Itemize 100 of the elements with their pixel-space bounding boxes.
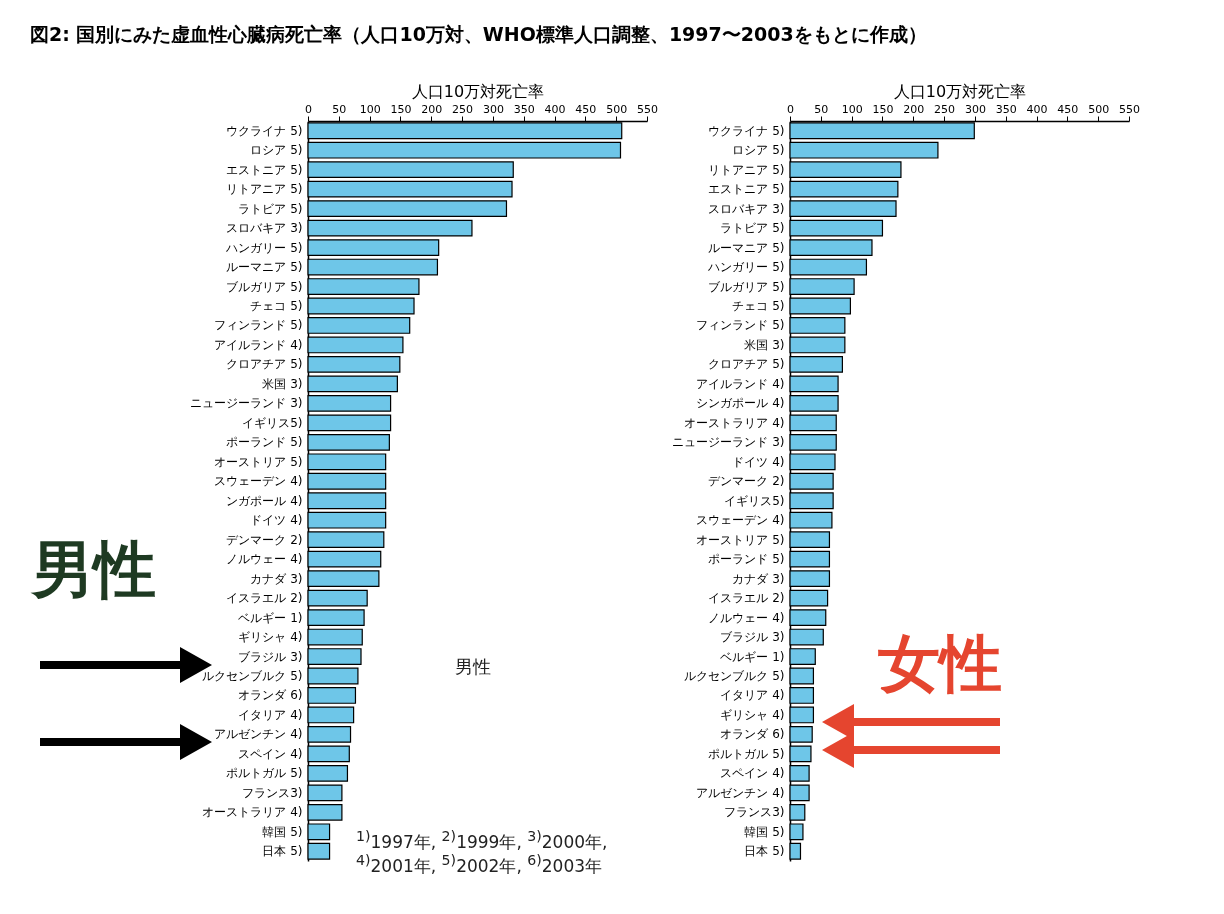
y-tick-label: ノルウェー 4) [226, 552, 303, 567]
y-tick-label: ハンガリー 5) [225, 240, 303, 255]
annotation: 男性 [455, 655, 491, 679]
y-tick-label: カナダ 3) [732, 571, 785, 586]
y-tick-label: ラトビア 5) [238, 201, 303, 216]
y-tick-label: オーストリア 5) [696, 532, 785, 547]
x-tick-label: 400 [544, 102, 566, 116]
y-tick-label: クロアチア 5) [226, 357, 303, 372]
y-tick-label: デンマーク 2) [708, 474, 785, 489]
x-tick-label: 350 [995, 102, 1017, 116]
y-tick-label: ロシア 5) [732, 143, 785, 158]
y-tick-label: ノルウェー 4) [708, 610, 785, 625]
y-tick-label: ハンガリー 5) [707, 260, 785, 275]
x-tick-label: 150 [872, 102, 894, 116]
y-tick-label: イギリス5) [724, 493, 785, 508]
y-tick-label: フィンランド 5) [214, 318, 303, 333]
x-tick-label: 0 [787, 102, 794, 116]
y-tick-label: イタリア 4) [238, 707, 303, 722]
x-tick-label: 550 [637, 102, 658, 116]
x-tick-label: 350 [513, 102, 535, 116]
y-tick-label: アイルランド 4) [696, 376, 785, 391]
x-tick-label: 100 [359, 102, 381, 116]
y-tick-label: フィンランド 5) [696, 318, 785, 333]
y-tick-label: アルゼンチン 4) [696, 785, 785, 800]
y-tick-label: ロシア 5) [250, 143, 303, 158]
y-tick-label: フランス3) [242, 785, 303, 800]
y-tick-label: エストニア 5) [708, 182, 785, 197]
y-tick-label: スペイン 4) [720, 766, 785, 781]
y-tick-label: ウクライナ 5) [708, 123, 785, 138]
y-tick-label: イスラエル 2) [708, 591, 785, 606]
y-tick-label: チェコ 5) [250, 299, 303, 313]
x-tick-label: 550 [1119, 102, 1140, 116]
y-tick-label: 韓国 5) [262, 824, 303, 839]
y-tick-label: カナダ 3) [250, 571, 303, 586]
y-tick-label: スロバキア 3) [226, 221, 303, 236]
y-tick-label: ブラジル 3) [720, 630, 785, 645]
y-tick-label: 韓国 5) [744, 824, 785, 839]
y-tick-label: ルーマニア 5) [226, 260, 303, 275]
y-tick-label: スロバキア 3) [708, 201, 785, 216]
x-tick-label: 250 [452, 102, 474, 116]
x-tick-label: 50 [814, 102, 829, 116]
x-tick-label: 500 [606, 102, 628, 116]
y-tick-label: アルゼンチン 4) [214, 727, 303, 742]
x-tick-label: 150 [390, 102, 412, 116]
y-tick-label: 日本 5) [262, 844, 303, 859]
x-tick-label: 250 [934, 102, 956, 116]
y-tick-label: ドイツ 4) [250, 513, 303, 528]
y-tick-label: フランス3) [724, 805, 785, 820]
y-tick-label: 米国 3) [744, 337, 785, 352]
y-tick-label: ポーランド 5) [708, 552, 785, 567]
y-tick-label: ポルトガル 5) [226, 766, 303, 781]
chart-title: 図2: 国別にみた虚血性心臓病死亡率（人口10万対、WHO標準人口調整、1997〜2003をもとに作成） [30, 22, 927, 47]
y-tick-label: ブルガリア 5) [226, 279, 303, 294]
y-tick-label: ルクセンブルク 5) [684, 669, 785, 683]
annotation: $^{4)}$2001年, $^{5)}$2002年, $^{6)}$2003年 [356, 852, 603, 878]
y-tick-label: ギリシャ 4) [238, 630, 303, 645]
x-tick-label: 500 [1088, 102, 1110, 116]
y-tick-label: スウェーデン 4) [696, 513, 785, 528]
x-tick-label: 50 [332, 102, 347, 116]
x-tick-label: 450 [575, 102, 597, 116]
y-tick-label: ブラジル 3) [238, 649, 303, 664]
y-tick-label: 米国 3) [262, 376, 303, 391]
y-tick-label: 日本 5) [744, 844, 785, 859]
annotation: 女性 [878, 626, 1002, 702]
y-tick-label: オランダ 6) [238, 688, 303, 703]
y-tick-label: ポルトガル 5) [708, 746, 785, 761]
x-tick-label: 450 [1057, 102, 1079, 116]
y-tick-label: ギリシャ 4) [720, 707, 785, 722]
y-tick-label: オランダ 6) [720, 727, 785, 742]
y-tick-label: デンマーク 2) [226, 532, 303, 547]
x-tick-label: 0 [305, 102, 312, 116]
x-tick-label: 200 [421, 102, 443, 116]
y-tick-label: イタリア 4) [720, 688, 785, 703]
y-tick-label: オーストラリア 4) [684, 415, 785, 430]
text: 男性 [32, 532, 156, 608]
y-tick-label: ンガポール 4) [226, 493, 303, 508]
y-tick-label: オーストラリア 4) [202, 805, 303, 820]
y-tick-label: チェコ 5) [732, 299, 785, 313]
y-tick-label: ドイツ 4) [732, 454, 785, 469]
y-tick-label: ベルギー 1) [720, 649, 785, 664]
x-axis-title: 人口10万対死亡率 [893, 81, 1027, 101]
y-tick-label: ルクセンブルク 5) [202, 669, 303, 683]
y-tick-label: リトアニア 5) [226, 182, 303, 197]
y-tick-label: アイルランド 4) [214, 337, 303, 352]
y-tick-label: クロアチア 5) [708, 357, 785, 372]
x-tick-label: 400 [1026, 102, 1048, 116]
x-tick-label: 200 [903, 102, 925, 116]
y-tick-label: エストニア 5) [226, 162, 303, 177]
annotation: $^{1)}$1997年, $^{2)}$1999年, $^{3)}$2000年, [356, 828, 608, 854]
y-tick-label: ラトビア 5) [720, 221, 785, 236]
y-tick-label: ルーマニア 5) [708, 240, 785, 255]
y-tick-label: イギリス5) [242, 415, 303, 430]
y-tick-label: イスラエル 2) [226, 591, 303, 606]
x-axis-title: 人口10万対死亡率 [411, 81, 545, 101]
y-tick-label: スウェーデン 4) [214, 474, 303, 489]
y-tick-label: オーストリア 5) [214, 454, 303, 469]
y-tick-label: ニュージーランド 3) [190, 396, 303, 411]
y-tick-label: ウクライナ 5) [226, 123, 303, 138]
y-tick-label: シンガポール 4) [696, 396, 785, 411]
y-tick-label: スペイン 4) [238, 746, 303, 761]
